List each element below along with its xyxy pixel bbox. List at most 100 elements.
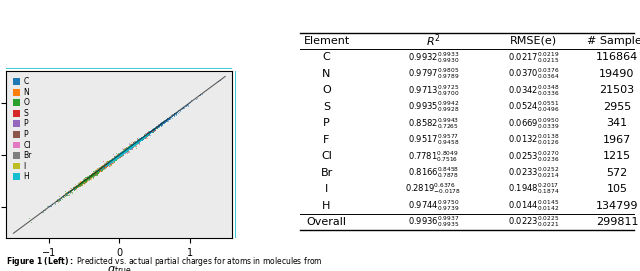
Point bbox=[109, 156, 119, 160]
Point bbox=[138, 134, 148, 138]
Point bbox=[141, 133, 152, 137]
Point bbox=[85, 175, 95, 179]
Point bbox=[125, 144, 136, 149]
Point bbox=[120, 149, 131, 153]
Point bbox=[114, 153, 124, 158]
Point bbox=[120, 149, 130, 153]
Point bbox=[137, 137, 147, 141]
Point bbox=[121, 147, 131, 151]
Point bbox=[122, 147, 132, 151]
Point bbox=[107, 158, 117, 162]
Point bbox=[132, 139, 143, 143]
Point bbox=[120, 149, 131, 153]
Point bbox=[86, 173, 96, 178]
Point bbox=[127, 142, 137, 147]
Point bbox=[113, 153, 124, 157]
Point bbox=[116, 151, 127, 155]
Point bbox=[157, 120, 168, 124]
Point bbox=[108, 156, 118, 160]
Point bbox=[131, 140, 141, 144]
Point bbox=[93, 169, 104, 173]
Point bbox=[102, 162, 112, 166]
Point bbox=[127, 144, 137, 149]
Point bbox=[83, 176, 93, 181]
Point bbox=[115, 153, 125, 158]
Point bbox=[119, 149, 129, 153]
Point bbox=[106, 159, 116, 163]
Point bbox=[121, 148, 131, 152]
Point bbox=[126, 144, 136, 149]
Point bbox=[116, 152, 126, 156]
Point bbox=[101, 162, 111, 167]
Point bbox=[114, 152, 124, 157]
Point bbox=[107, 160, 117, 165]
Point bbox=[124, 145, 134, 150]
Point bbox=[130, 141, 140, 145]
Point bbox=[129, 142, 140, 147]
Point bbox=[147, 127, 157, 132]
Point bbox=[104, 160, 115, 165]
Point bbox=[86, 172, 97, 176]
Point bbox=[127, 143, 137, 147]
Point bbox=[147, 128, 157, 133]
Point bbox=[116, 151, 127, 156]
Point bbox=[125, 145, 135, 150]
Point bbox=[113, 154, 124, 158]
Point bbox=[128, 143, 138, 147]
Point bbox=[125, 143, 135, 147]
Point bbox=[113, 153, 124, 157]
Point bbox=[75, 183, 85, 188]
Point bbox=[99, 163, 109, 168]
Point bbox=[130, 142, 140, 146]
Point bbox=[93, 169, 104, 173]
Point bbox=[147, 128, 157, 132]
Point bbox=[136, 137, 147, 141]
Point bbox=[116, 152, 127, 156]
Point bbox=[118, 148, 128, 153]
Point bbox=[142, 132, 152, 136]
Point bbox=[110, 157, 120, 162]
Text: Br: Br bbox=[321, 167, 333, 178]
Point bbox=[118, 149, 129, 154]
Point bbox=[127, 143, 138, 148]
Point bbox=[134, 138, 145, 142]
Point bbox=[104, 160, 114, 165]
Point bbox=[137, 137, 147, 141]
Point bbox=[127, 143, 137, 147]
Point bbox=[72, 185, 83, 189]
Point bbox=[125, 144, 136, 149]
Point bbox=[77, 182, 87, 186]
Point bbox=[100, 163, 111, 167]
Point bbox=[102, 163, 112, 167]
Point bbox=[118, 150, 129, 154]
Point bbox=[118, 149, 129, 154]
Point bbox=[106, 159, 116, 163]
Point bbox=[113, 151, 124, 156]
Point bbox=[93, 169, 104, 173]
Point bbox=[131, 140, 141, 144]
Point bbox=[116, 151, 127, 156]
Point bbox=[126, 145, 136, 149]
Point bbox=[132, 139, 142, 144]
Point bbox=[135, 137, 145, 141]
Point bbox=[97, 166, 107, 170]
Point bbox=[135, 138, 145, 142]
Point bbox=[106, 160, 116, 164]
Point bbox=[114, 152, 124, 156]
Point bbox=[68, 186, 78, 191]
Point bbox=[140, 133, 150, 137]
Point bbox=[102, 163, 112, 167]
Point bbox=[122, 147, 132, 152]
Point bbox=[102, 161, 113, 166]
Point bbox=[142, 136, 152, 140]
Point bbox=[132, 140, 143, 144]
Point bbox=[124, 146, 134, 150]
Point bbox=[124, 147, 134, 151]
Point bbox=[89, 172, 99, 177]
Point bbox=[120, 149, 130, 153]
Point bbox=[92, 169, 102, 173]
Point bbox=[113, 153, 124, 157]
Point bbox=[111, 155, 122, 159]
Point bbox=[113, 156, 123, 160]
Point bbox=[80, 177, 90, 181]
